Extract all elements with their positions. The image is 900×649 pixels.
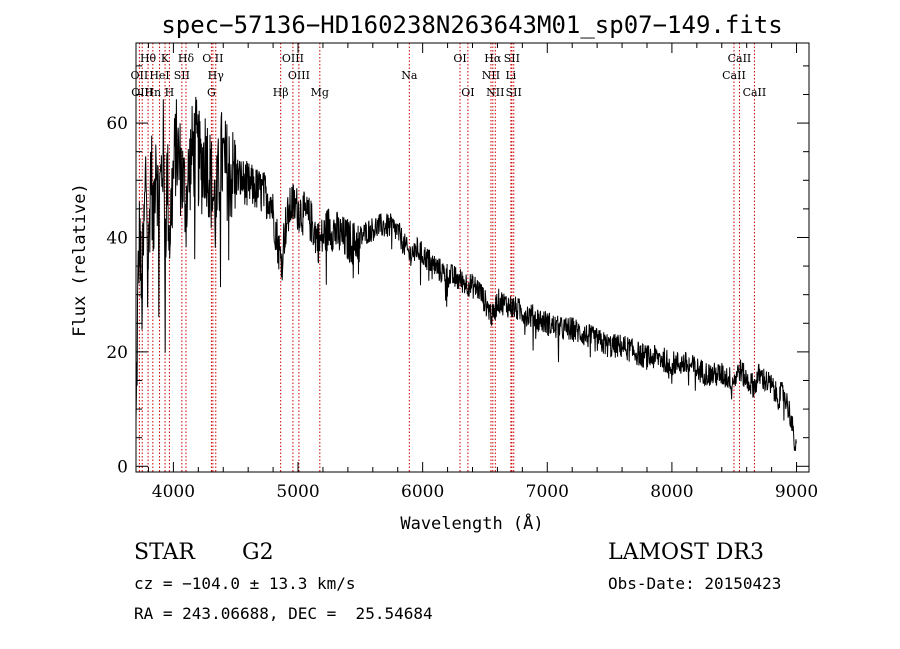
line-label-11: G [207,86,216,99]
coordinates: RA = 243.06688, DEC = 25.54684 [134,604,433,623]
line-label-15: Mg [311,86,329,99]
line-label-4: HeI [149,69,169,82]
x-tick-label: 4000 [152,482,195,502]
line-label-7: Hδ [178,52,195,65]
line-label-0: Hθ [140,52,157,65]
x-tick-label: 5000 [276,482,319,502]
x-tick-label: 6000 [401,482,444,502]
line-label-9: O II [202,52,223,65]
plot-frame [135,42,810,473]
line-label-18: OI [461,86,474,99]
line-label-10: Hγ [208,69,225,82]
line-label-20: NII [482,69,500,82]
x-axis-label: Wavelength (Å) [400,512,543,534]
x-tick-label: 7000 [526,482,569,502]
redshift-cz: cz = −104.0 ± 13.3 km/s [134,574,356,593]
line-label-19: Hα [484,52,502,65]
line-label-24: SII [506,86,522,99]
line-label-8: SII [174,69,190,82]
line-label-17: OI [453,52,466,65]
line-markers [138,43,755,472]
x-axis: 4000 5000 6000 7000 8000 9000 [147,43,818,502]
y-tick-label: 60 [106,114,128,134]
y-tick-label: 0 [117,457,128,477]
spectrum-line [135,96,797,451]
y-axis: 0 20 40 60 [106,65,809,477]
line-label-3: K [161,52,170,65]
line-label-12: Hβ [273,86,289,99]
line-label-13: OIII [282,52,304,65]
survey-name: LAMOST DR3 [608,540,764,565]
obs-date: Obs-Date: 20150423 [608,574,782,593]
x-tick-label: 9000 [775,482,818,502]
y-tick-label: 20 [106,343,128,363]
line-label-23: Li [505,69,516,82]
line-label-27: CaII [743,86,767,99]
line-label-1: OII [131,69,149,82]
line-label-14: OIII [288,69,310,82]
y-axis-label: Flux (relative) [70,183,90,337]
chart-title: spec−57136−HD160238N263643M01_sp07−149.f… [161,11,782,39]
object-class: STAR [134,540,195,565]
line-label-21: NII [486,86,504,99]
subclass: G2 [242,540,274,565]
line-label-22: SII [504,52,520,65]
line-label-6: H [165,86,175,99]
line-label-26: CaII [722,69,746,82]
x-tick-label: 8000 [650,482,693,502]
line-label-16: Na [401,69,418,82]
line-label-25: CaII [728,52,752,65]
line-label-5: Hn [144,86,161,99]
line-label-2: OIII [131,86,153,99]
y-tick-label: 40 [106,228,128,248]
